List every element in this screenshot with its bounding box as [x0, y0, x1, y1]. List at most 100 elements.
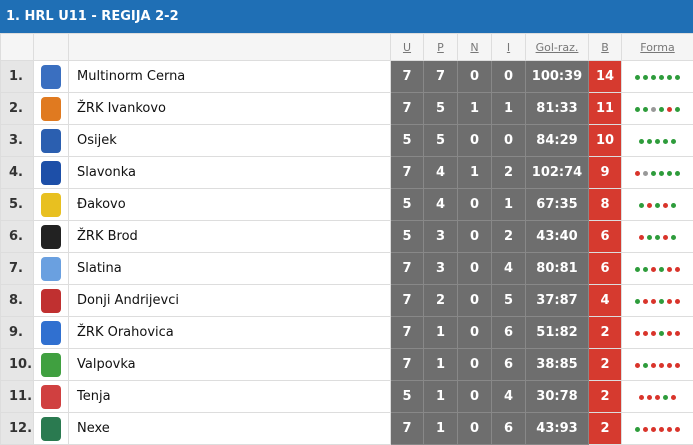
form-dot [659, 331, 664, 336]
stat: 7 [391, 349, 424, 381]
form-dot [647, 203, 652, 208]
team-name: ŽRK Orahovica [69, 317, 391, 349]
form-dot [659, 363, 664, 368]
points: 14 [589, 61, 622, 93]
stat: 81:33 [526, 93, 589, 125]
points: 10 [589, 125, 622, 157]
form-dot [651, 427, 656, 432]
header-cell [34, 34, 69, 61]
logo-cell [34, 157, 69, 189]
team-logo [41, 161, 61, 185]
form-dot [651, 363, 656, 368]
logo-cell [34, 253, 69, 285]
team-logo [41, 97, 61, 121]
form-dot [663, 395, 668, 400]
logo-cell [34, 61, 69, 93]
form-dot [675, 107, 680, 112]
form-dot [671, 235, 676, 240]
stat: 1 [458, 93, 492, 125]
stat: 7 [391, 253, 424, 285]
form-dot [635, 267, 640, 272]
form [622, 93, 693, 125]
form [622, 189, 693, 221]
stat: 7 [391, 61, 424, 93]
stat: 30:78 [526, 381, 589, 413]
stat: 1 [458, 157, 492, 189]
rank: 7. [1, 253, 34, 285]
rank: 1. [1, 61, 34, 93]
team-name: Tenja [69, 381, 391, 413]
form-dot [659, 427, 664, 432]
stat: 1 [424, 349, 458, 381]
logo-cell [34, 413, 69, 445]
form-dot [659, 75, 664, 80]
rank: 2. [1, 93, 34, 125]
stat: 5 [391, 221, 424, 253]
stat: 0 [458, 189, 492, 221]
team-logo [41, 257, 61, 281]
form-dot [643, 171, 648, 176]
form-dot [663, 139, 668, 144]
form-dot [639, 139, 644, 144]
team-logo [41, 321, 61, 345]
form-dot [675, 267, 680, 272]
form-dot [651, 107, 656, 112]
form-dot [671, 203, 676, 208]
form-dot [643, 107, 648, 112]
rank: 4. [1, 157, 34, 189]
column-header: U [391, 34, 424, 61]
team-name: Donji Andrijevci [69, 285, 391, 317]
column-header: P [424, 34, 458, 61]
form-dot [655, 235, 660, 240]
points: 2 [589, 317, 622, 349]
rank: 8. [1, 285, 34, 317]
stat: 0 [458, 317, 492, 349]
form-dot [667, 299, 672, 304]
form-dot [667, 75, 672, 80]
team-name: Nexe [69, 413, 391, 445]
form-dot [643, 267, 648, 272]
stat: 1 [492, 189, 526, 221]
team-name: ŽRK Brod [69, 221, 391, 253]
form-dot [651, 267, 656, 272]
stat: 51:82 [526, 317, 589, 349]
stat: 5 [492, 285, 526, 317]
team-name: Osijek [69, 125, 391, 157]
stat: 4 [424, 157, 458, 189]
logo-cell [34, 221, 69, 253]
logo-cell [34, 349, 69, 381]
team-name: Slavonka [69, 157, 391, 189]
form-dot [643, 331, 648, 336]
form-dot [675, 171, 680, 176]
stat: 6 [492, 413, 526, 445]
team-name: ŽRK Ivankovo [69, 93, 391, 125]
points: 11 [589, 93, 622, 125]
form-dot [667, 363, 672, 368]
form-dot [667, 107, 672, 112]
form-dot [651, 75, 656, 80]
form-dot [667, 427, 672, 432]
stat: 80:81 [526, 253, 589, 285]
form-dot [667, 331, 672, 336]
team-name: Đakovo [69, 189, 391, 221]
form [622, 381, 693, 413]
form-dot [655, 395, 660, 400]
form-dot [655, 139, 660, 144]
form-dot [635, 363, 640, 368]
stat: 100:39 [526, 61, 589, 93]
column-header: Forma [622, 34, 693, 61]
logo-cell [34, 285, 69, 317]
stat: 84:29 [526, 125, 589, 157]
stat: 5 [391, 189, 424, 221]
rank: 12. [1, 413, 34, 445]
rank: 5. [1, 189, 34, 221]
form-dot [635, 427, 640, 432]
stat: 7 [424, 61, 458, 93]
stat: 4 [492, 253, 526, 285]
